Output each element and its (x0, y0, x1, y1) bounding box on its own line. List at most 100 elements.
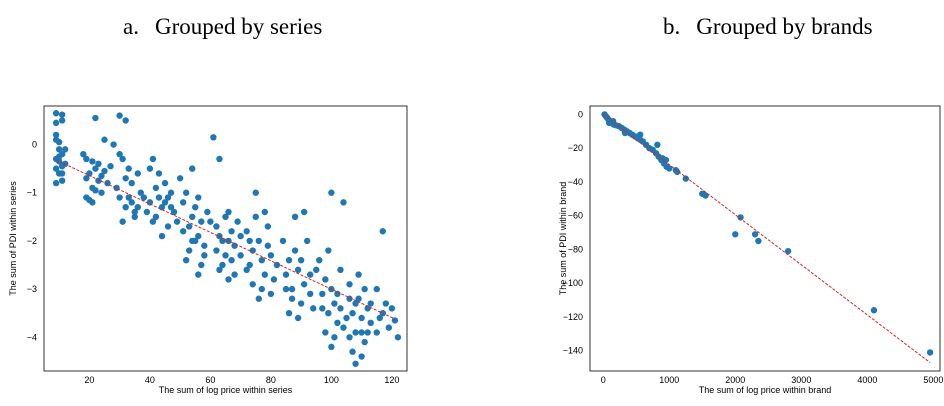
data-point (373, 285, 380, 293)
caption-b-letter: b. (663, 14, 681, 39)
data-point (285, 256, 293, 264)
data-point (382, 300, 390, 307)
data-point (367, 319, 374, 327)
data-point (55, 153, 63, 160)
data-point (58, 170, 66, 177)
data-point (116, 150, 123, 158)
fit-line (55, 159, 396, 320)
data-point (167, 203, 175, 211)
data-point (143, 208, 151, 216)
x-tick-label: 120 (384, 375, 399, 385)
data-point (325, 247, 332, 254)
data-point (155, 170, 163, 177)
data-point (131, 208, 138, 216)
caption-b-text: Grouped by brands (696, 14, 873, 39)
data-point (198, 218, 205, 225)
data-point (784, 247, 792, 255)
data-point (255, 237, 262, 245)
data-point (128, 199, 135, 206)
data-point (101, 136, 108, 143)
x-tick-label: 20 (84, 375, 94, 385)
data-point (394, 334, 402, 341)
data-point (388, 305, 396, 312)
data-point (95, 160, 102, 168)
data-point (364, 329, 371, 336)
data-point (134, 170, 141, 177)
plot-frame (43, 105, 408, 372)
data-point (682, 175, 689, 182)
data-point (167, 189, 175, 196)
data-point (249, 281, 256, 288)
data-point (149, 155, 157, 163)
data-point (261, 208, 269, 216)
data-point (310, 305, 317, 312)
data-point (322, 329, 329, 336)
data-point (297, 256, 305, 264)
data-point (258, 256, 265, 264)
data-point (86, 170, 93, 177)
data-point (125, 165, 132, 172)
data-point (255, 295, 262, 302)
data-point (204, 208, 211, 216)
data-point (52, 131, 60, 139)
y-tick-label: −3 (27, 284, 37, 294)
data-point (264, 242, 272, 249)
data-point (225, 208, 232, 216)
x-tick-label: 80 (266, 375, 276, 385)
data-point (98, 189, 105, 196)
data-point (207, 218, 214, 225)
data-point (216, 266, 223, 274)
data-point (201, 252, 208, 259)
data-point (322, 276, 329, 283)
data-point (291, 247, 299, 254)
x-axis-label: The sum of log price within series (159, 385, 293, 395)
y-tick-label: −80 (568, 244, 583, 254)
data-point (58, 177, 66, 184)
data-point (355, 295, 362, 302)
data-point (149, 218, 157, 225)
data-point (246, 237, 253, 245)
data-point (237, 232, 244, 240)
data-point (340, 324, 347, 331)
data-point (195, 194, 202, 201)
data-point (92, 114, 99, 122)
data-point (737, 214, 744, 221)
data-point (170, 208, 178, 216)
data-point (58, 111, 66, 118)
data-point (270, 276, 278, 283)
data-point (288, 285, 296, 293)
data-point (234, 218, 241, 225)
data-point (243, 266, 250, 274)
data-point (346, 334, 353, 341)
y-tick-label: −100 (563, 278, 583, 288)
data-point (52, 179, 60, 187)
data-point (86, 196, 93, 204)
data-point (186, 247, 193, 254)
data-point (58, 163, 66, 170)
data-point (673, 168, 681, 176)
y-tick-label: −4 (27, 332, 37, 342)
data-point (137, 189, 144, 196)
x-tick-label: 3000 (791, 375, 811, 385)
data-point (201, 242, 208, 249)
data-point (186, 223, 193, 230)
data-point (282, 285, 290, 293)
data-point (331, 300, 338, 307)
data-point (182, 189, 190, 196)
data-point (219, 261, 226, 269)
data-point (179, 228, 187, 235)
data-point (294, 266, 302, 274)
data-point (222, 252, 229, 259)
data-point (358, 314, 365, 322)
x-tick-label: 40 (145, 375, 155, 385)
data-point (92, 165, 99, 172)
data-point (213, 247, 220, 254)
data-point (346, 281, 353, 288)
data-point (337, 305, 344, 312)
data-point (131, 213, 138, 221)
data-point (261, 271, 269, 278)
data-point (331, 334, 338, 341)
data-point (246, 261, 253, 269)
data-point (751, 231, 759, 238)
data-point (288, 295, 296, 302)
